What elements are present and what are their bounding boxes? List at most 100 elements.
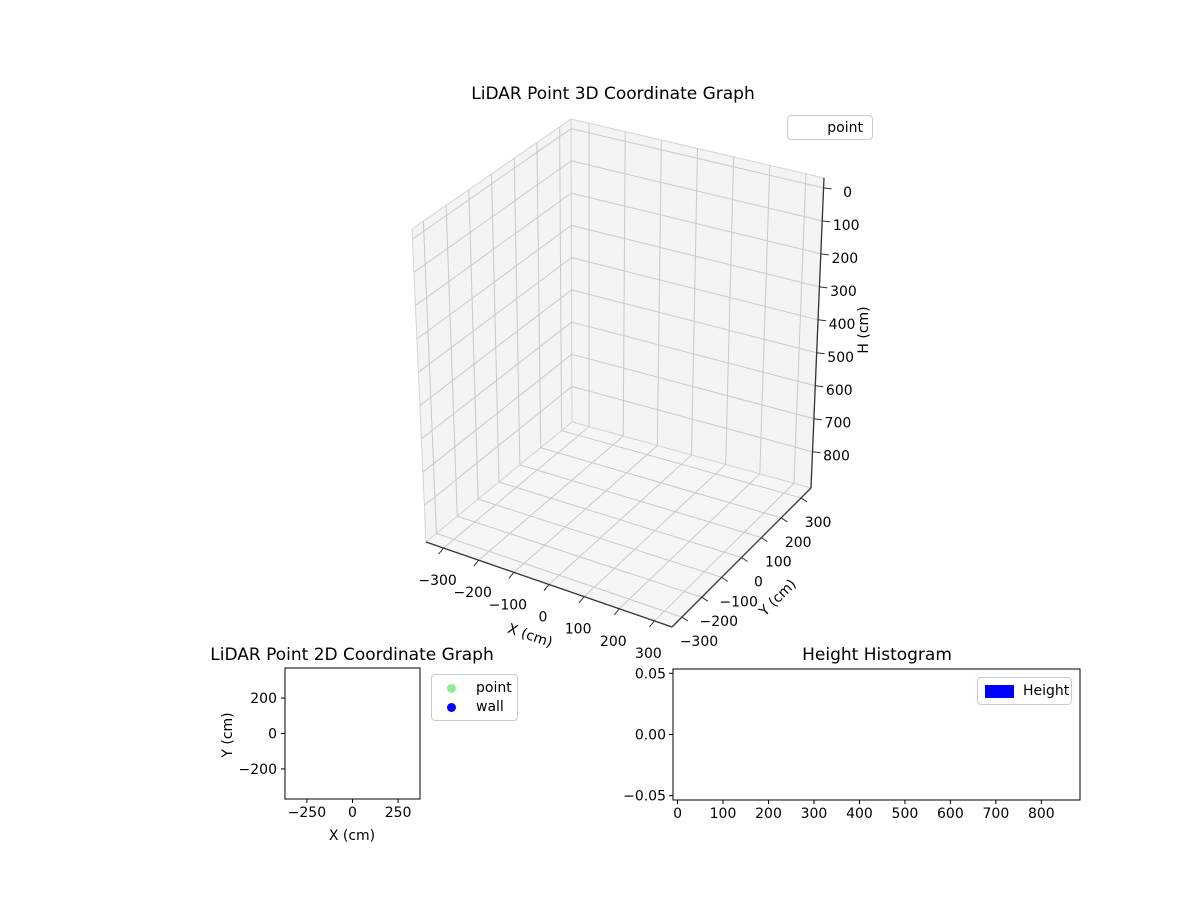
x-tick-mark-3d (508, 572, 515, 579)
grid-line-floor-x (478, 435, 624, 561)
grid-line-right-wall-h (571, 224, 820, 288)
plot2d-legend-point-row: point (432, 679, 517, 698)
plot2d-x-tick-label: 0 (348, 805, 357, 821)
histogram-x-tick-label: 600 (937, 806, 964, 822)
plot3d-title: LiDAR Point 3D Coordinate Graph (471, 84, 755, 104)
grid-line-right-wall-x (691, 148, 698, 456)
y-tick-mark-3d (780, 517, 788, 523)
h-tick-mark-3d (815, 385, 824, 388)
plot2d-legend-wall-label: wall (476, 699, 504, 715)
grid-line-right-wall-h (570, 128, 824, 189)
h-tick-mark-3d (819, 286, 828, 289)
h-tick-mark-3d (823, 187, 832, 190)
grid-line-floor-x (618, 473, 761, 610)
x-tick-mark-3d (543, 584, 550, 591)
plot2d-legend-wall-row: wall (432, 698, 517, 717)
grid-line-left-wall-y (445, 205, 458, 517)
h-tick-label-3d: 0 (843, 185, 852, 201)
histogram-x-tick-label: 0 (673, 806, 682, 822)
x-tick-mark-3d (473, 559, 480, 567)
plot2d-y-tick-label: −200 (239, 762, 277, 778)
x-tick-label-3d: −100 (489, 597, 527, 613)
y-tick-label-3d: 200 (785, 535, 812, 551)
x-tick-label-3d: −300 (418, 573, 456, 589)
y-tick-mark-3d (761, 537, 768, 543)
plot2d-y-axis-label: Y (cm) (220, 712, 236, 758)
histogram-legend-height-label: Height (1023, 683, 1070, 699)
grid-line-left-wall-h (419, 289, 572, 406)
grid-line-right-wall-h (571, 386, 813, 453)
histogram-x-tick-label: 300 (801, 806, 828, 822)
histogram-y-tick-label: 0.00 (635, 728, 666, 744)
x-tick-label-3d: 300 (635, 646, 662, 662)
grid-line-right-wall-h (571, 257, 819, 321)
plot2d-x-axis-label: X (cm) (328, 828, 376, 844)
histogram-x-tick-label: 400 (846, 806, 873, 822)
plot2d-title: LiDAR Point 2D Coordinate Graph (210, 645, 494, 665)
h-tick-label-3d: 600 (826, 383, 853, 399)
grid-line-right-wall-h (571, 321, 816, 387)
plot2d-legend-point-label: point (476, 680, 512, 696)
h-tick-label-3d: 100 (833, 218, 860, 234)
y-tick-label-3d: −100 (719, 594, 757, 610)
grid-line-left-wall-y (536, 142, 542, 448)
x-tick-label-3d: 100 (565, 622, 592, 638)
x-tick-label-3d: 0 (539, 610, 548, 626)
grid-line-floor-x (583, 464, 726, 598)
grid-line-left-wall-h (421, 321, 572, 440)
plot2d-x-tick-label: 250 (385, 805, 412, 821)
h-tick-label-3d: 200 (831, 251, 858, 267)
histogram-title: Height Histogram (802, 645, 952, 665)
histogram-x-tick-label: 800 (1028, 806, 1055, 822)
grid-line-left-wall-h (412, 128, 572, 240)
y-tick-label-3d: 0 (754, 575, 763, 591)
grid-line-left-wall-h (415, 192, 572, 306)
x-tick-mark-3d (578, 596, 585, 603)
grid-line-left-wall-y (559, 126, 563, 431)
h-tick-label-3d: 400 (829, 317, 856, 333)
x-tick-label-3d: −200 (453, 585, 491, 601)
grid-line-floor-x (513, 445, 658, 573)
h-tick-mark-3d (820, 253, 829, 256)
height-swatch-icon (985, 684, 1014, 698)
x-tick-mark-3d (613, 608, 620, 616)
y-tick-label-3d: −200 (700, 614, 738, 630)
grid-line-left-wall-h (416, 224, 572, 340)
grid-line-right-wall-h (571, 289, 817, 354)
histogram-legend: Height (977, 677, 1072, 705)
point-marker-icon (447, 683, 456, 693)
plot3d-legend: point (787, 115, 873, 140)
y-tick-mark-3d (681, 616, 689, 622)
grid-line-left-wall-h (413, 160, 572, 273)
plot2d-y-tick-label: 0 (268, 727, 277, 743)
grid-line-right-wall-x (759, 165, 771, 474)
h-tick-mark-3d (816, 352, 825, 355)
y-tick-mark-3d (721, 576, 728, 582)
grid-line-right-wall-x (793, 173, 807, 484)
grid-line-left-wall-y (422, 221, 437, 534)
plot2d-y-tick-label: 200 (250, 691, 277, 707)
x-tick-mark-3d (438, 547, 444, 555)
h-tick-mark-3d (822, 220, 831, 223)
h-tick-mark-3d (812, 451, 821, 454)
wall-marker-icon (447, 702, 456, 712)
y-tick-mark-3d (800, 497, 808, 503)
plot3d-legend-point-label: point (827, 119, 863, 136)
x-tick-mark-3d (649, 620, 655, 628)
y-tick-mark-3d (701, 596, 709, 602)
grid-line-right-wall-x (725, 156, 735, 465)
grid-line-right-wall-h (571, 353, 815, 420)
grid-line-right-wall-h (571, 160, 823, 222)
plot3d-h-axis-label: H (cm) (856, 306, 872, 354)
h-tick-mark-3d (817, 319, 827, 322)
h-tick-mark-3d (813, 418, 822, 421)
grid-line-floor-x (548, 454, 692, 585)
plot2d-axes-frame (284, 667, 421, 800)
plot2d-legend: point wall (431, 674, 518, 721)
histogram-y-tick-label: −0.05 (623, 789, 666, 805)
grid-line-left-wall-y (513, 158, 521, 465)
h-tick-label-3d: 500 (827, 350, 854, 366)
y-tick-label-3d: 300 (805, 515, 832, 531)
h-axis-spine-3d (810, 177, 825, 489)
